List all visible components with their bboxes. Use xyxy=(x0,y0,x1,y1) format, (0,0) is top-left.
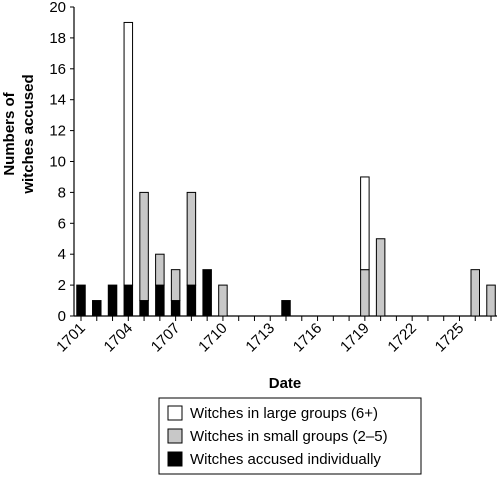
legend-label: Witches accused individually xyxy=(190,451,381,468)
y-tick-label: 6 xyxy=(58,215,66,232)
x-tick-label: 1710 xyxy=(195,320,231,356)
legend-label: Witches in small groups (2–5) xyxy=(190,428,388,445)
y-axis-title-line: Numbers of xyxy=(1,91,18,175)
bar-segment xyxy=(123,284,134,317)
x-tick-label: 1701 xyxy=(53,320,89,356)
legend: Witches in large groups (6+) Witches in s… xyxy=(158,397,422,475)
bar-segment xyxy=(170,300,181,317)
x-axis-title: Date xyxy=(269,375,302,392)
bar-segment xyxy=(107,284,118,317)
bar-segment xyxy=(76,284,86,317)
y-tick-label: 16 xyxy=(49,61,66,78)
y-tick-label: 20 xyxy=(49,0,66,16)
legend-swatch xyxy=(167,405,183,421)
x-tick-label: 1707 xyxy=(148,320,184,356)
y-tick-label: 14 xyxy=(49,92,66,109)
bars xyxy=(76,21,496,317)
y-tick-label: 4 xyxy=(58,246,66,263)
bar-segment xyxy=(155,253,165,286)
bar-segment xyxy=(186,191,197,286)
x-tick-label: 1722 xyxy=(384,320,420,356)
bar-segment xyxy=(202,269,212,317)
legend-swatch xyxy=(167,428,183,444)
x-tick-label: 1704 xyxy=(101,320,137,356)
y-axis-title-line: witches accused xyxy=(20,74,37,194)
legend-box xyxy=(158,397,422,475)
bar-segment xyxy=(139,191,149,302)
bar-segment xyxy=(375,238,386,317)
y-tick-label: 2 xyxy=(58,277,66,294)
bar-segment xyxy=(123,21,134,286)
x-tick-label: 1725 xyxy=(432,320,468,356)
bar-segment xyxy=(170,269,181,302)
bar-segment xyxy=(218,284,228,317)
bar-segment xyxy=(360,176,370,271)
y-axis-title: Numbers of witches accused xyxy=(1,74,37,194)
bar-segment xyxy=(470,269,480,317)
x-tick-label: 1716 xyxy=(290,320,326,356)
y-tick-label: 12 xyxy=(49,123,66,140)
bar-segment xyxy=(155,284,165,317)
x-tick-label: 1713 xyxy=(242,320,278,356)
axes: 0 2 4 6 8 10 12 14 16 18 20 Numbers of witches accus… xyxy=(1,0,497,392)
y-tick-label: 0 xyxy=(58,308,66,325)
legend-label: Witches in large groups (6+) xyxy=(190,405,378,422)
bar-segment xyxy=(139,300,149,317)
legend-swatch xyxy=(167,451,183,467)
bar-segment xyxy=(92,300,102,317)
bar-segment xyxy=(186,284,197,317)
bar-segment xyxy=(281,300,291,317)
y-tick-label: 18 xyxy=(49,30,66,47)
x-tick-label: 1719 xyxy=(337,320,373,356)
bar-segment xyxy=(360,269,370,317)
bar-segment xyxy=(486,284,496,317)
y-tick-label: 10 xyxy=(49,154,66,171)
y-tick-label: 8 xyxy=(58,184,66,201)
